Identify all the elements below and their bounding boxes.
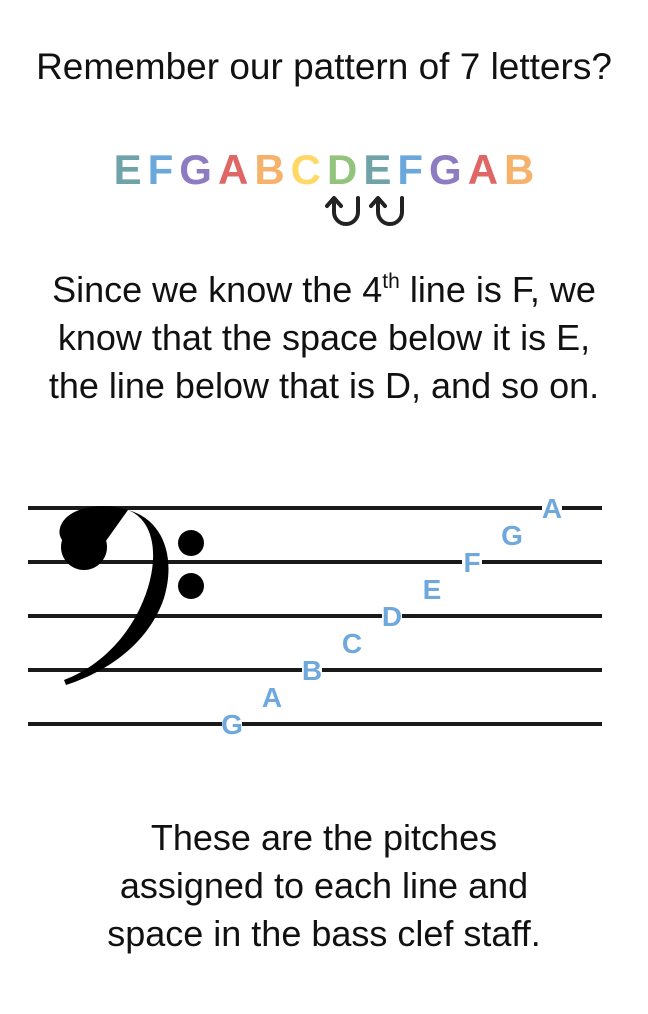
note-label-space-1: A [262,682,282,713]
note-label-backing [382,613,402,619]
note-label-line-4: F [463,547,480,578]
note-label-backing [222,721,242,727]
pattern-letter: F [397,146,424,193]
footer-line-2: assigned to each line and [119,865,529,906]
pattern-letter: A [217,146,249,193]
note-label-line-2: B [302,655,322,686]
note-label-backing [462,559,482,565]
explanation-line-1-start: Since we know the 4 [52,269,383,310]
ordinal-suffix: th [382,270,400,293]
note-label-line-1: G [221,709,243,740]
pattern-letter: G [179,146,212,193]
counterclockwise-arrow-icon [369,196,404,226]
footer-text: These are the pitches assigned to each l… [0,814,648,958]
note-label-line-5: A [542,493,562,524]
explanation-line-1: Since we know the 4th line is F, we [0,266,648,314]
pattern-letter: E [113,146,142,193]
note-label-space-4: G [501,520,523,551]
pattern-letter: B [504,146,535,193]
footer-line-3: space in the bass clef staff. [107,913,541,954]
pattern-letter: B [254,146,285,193]
staff-lines [28,506,602,726]
explanation-line-1-end: line is F, we [399,269,596,310]
pattern-letter: A [467,146,499,193]
pattern-letter: C [290,146,321,193]
explanation-line-3: the line below that is D, and so on. [48,365,600,406]
arrow-group [325,196,404,226]
explanation-line-2: know that the space below it is E, [57,317,591,358]
footer-line-1: These are the pitches [150,817,498,858]
note-label-line-3: D [382,601,402,632]
pattern-letter: E [363,146,392,193]
note-label-space-3: E [423,574,442,605]
note-label-space-2: C [342,628,362,659]
counterclockwise-arrow-icon [325,196,360,226]
note-label-backing [542,505,562,511]
pattern-letter: F [147,146,174,193]
bass-clef-icon [59,506,204,685]
note-label-backing [302,667,322,673]
pattern-letter: D [327,146,358,193]
explanation-text: Since we know the 4th line is F, we know… [0,266,648,410]
pattern-letter: G [429,146,462,193]
page-heading: Remember our pattern of 7 letters? [36,46,612,87]
